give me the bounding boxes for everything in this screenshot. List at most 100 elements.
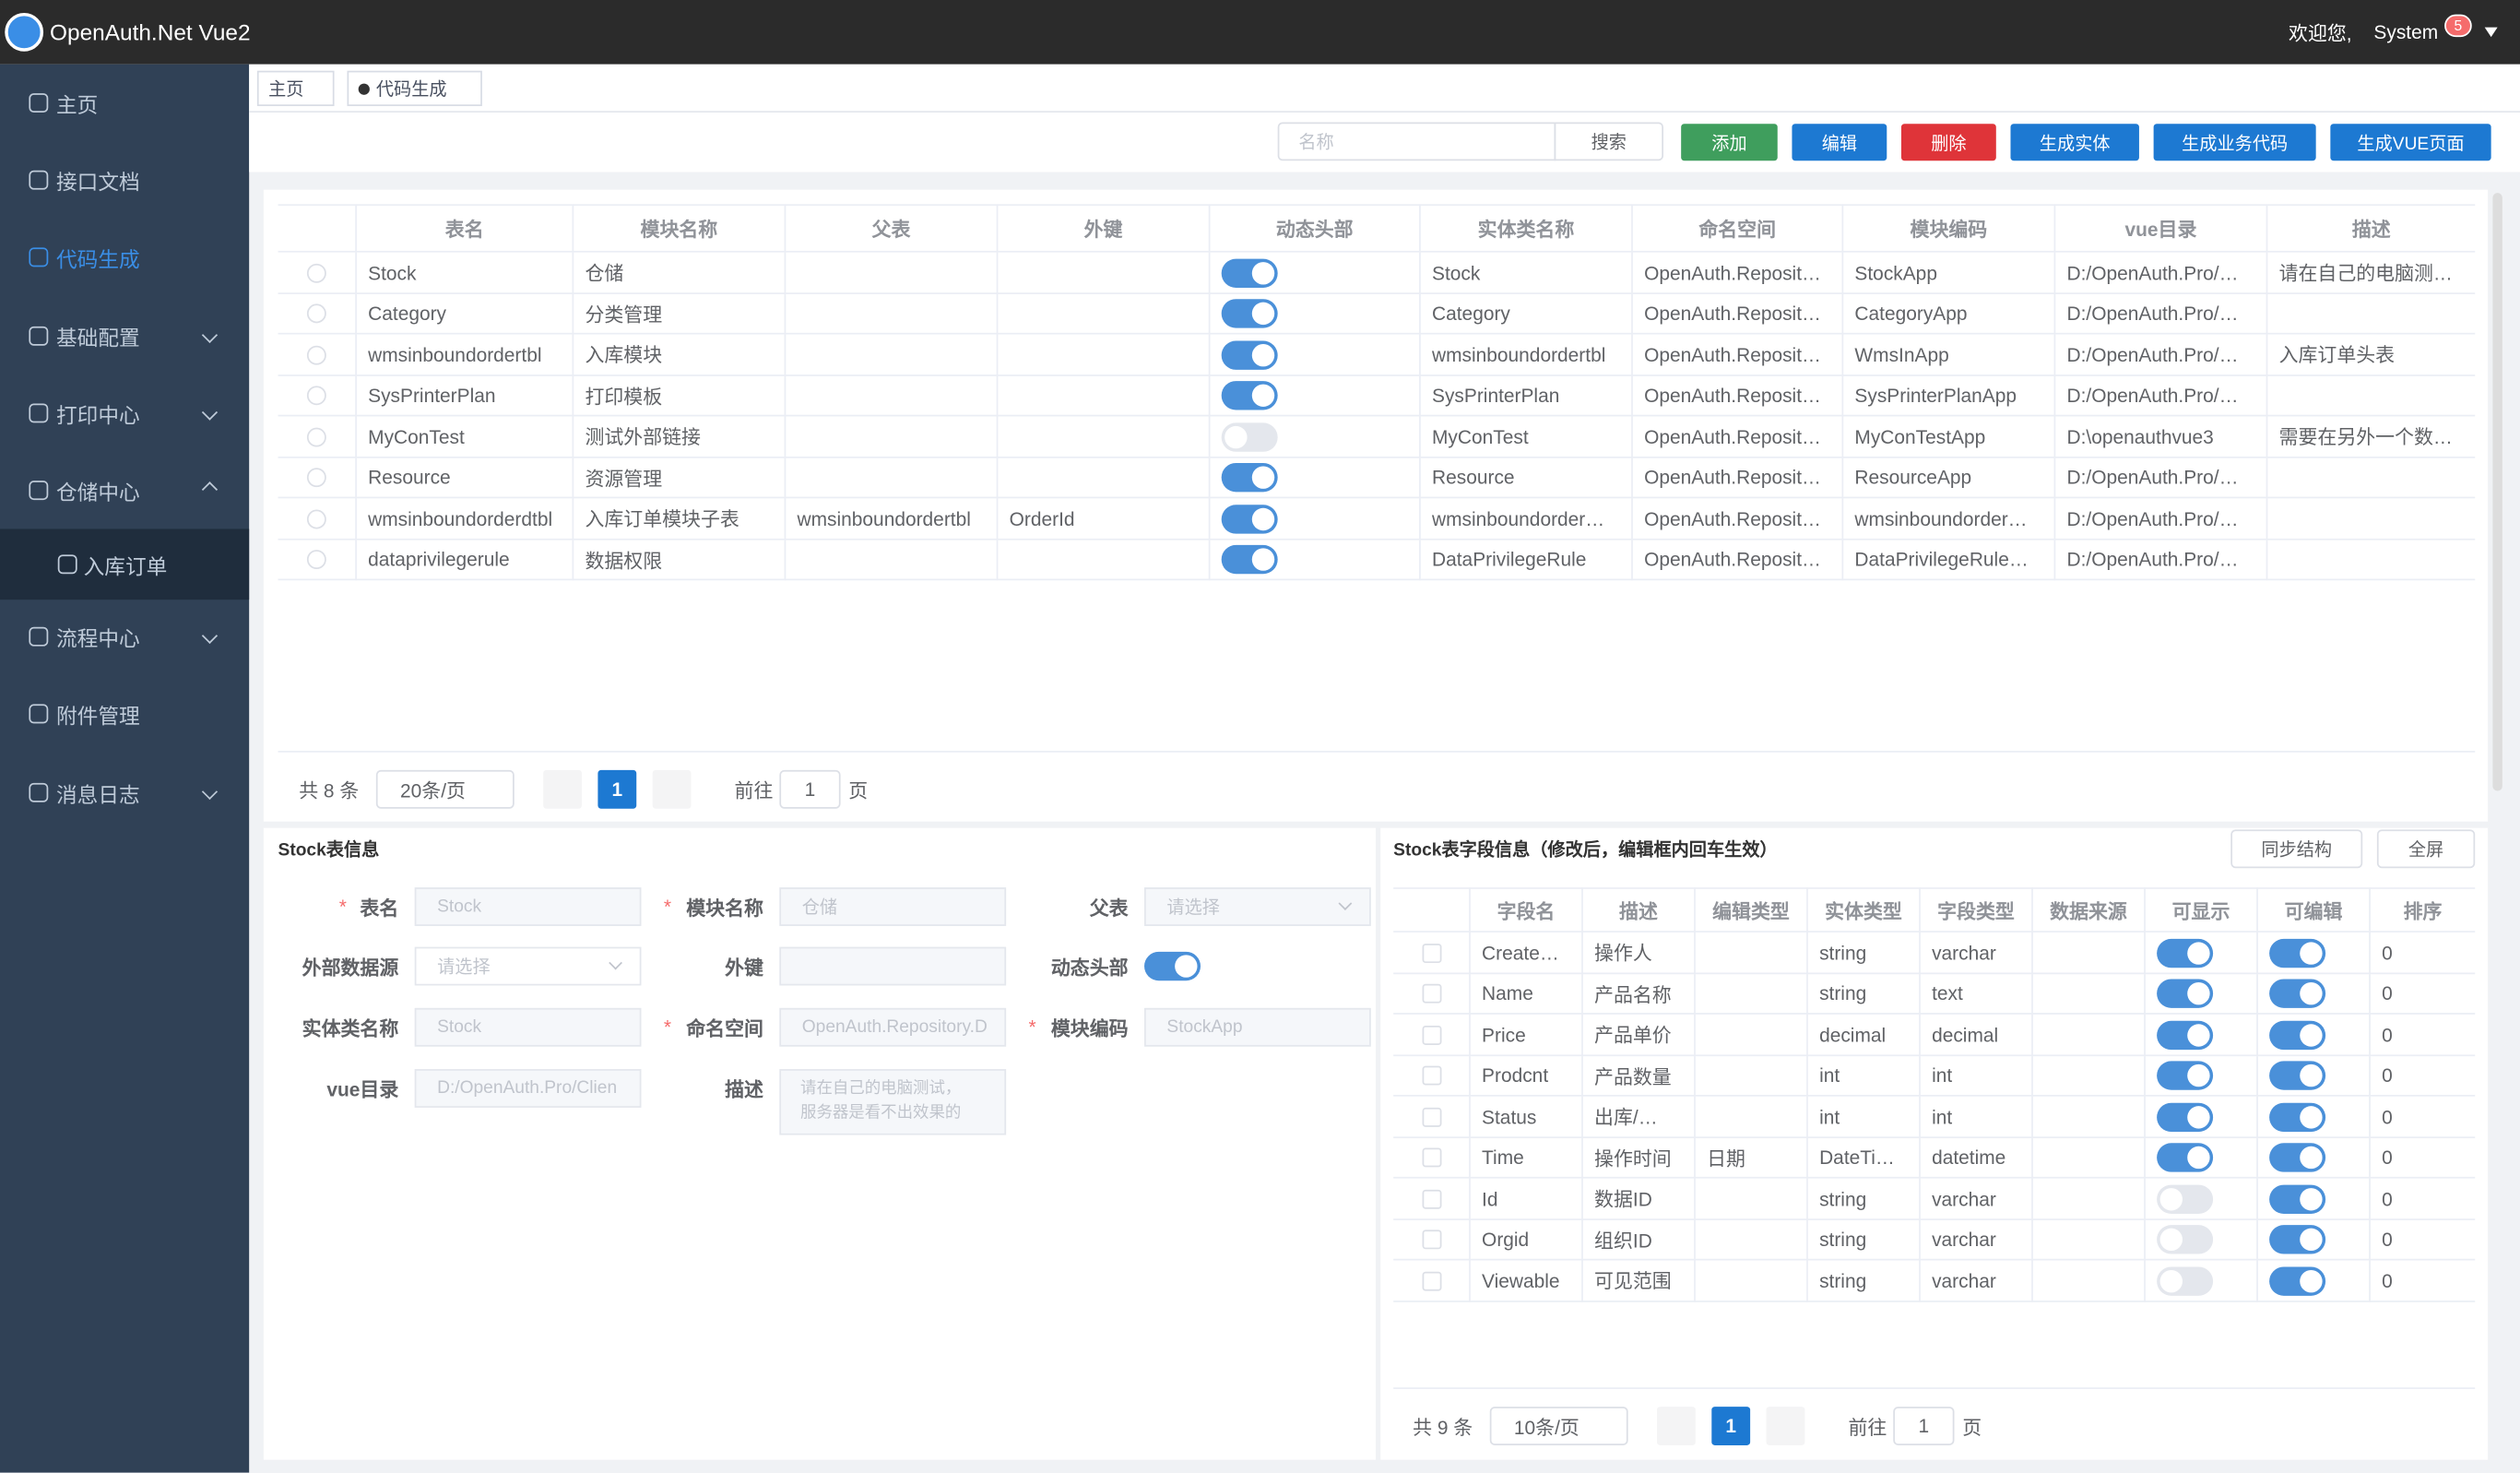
next[interactable] [1766, 1407, 1805, 1445]
table-cell: OpenAuth.Reposit… [1644, 548, 1821, 572]
field-input[interactable]: StockApp [1144, 1007, 1371, 1047]
table-cell: OpenAuth.Reposit… [1644, 343, 1821, 366]
row-checkbox[interactable] [306, 303, 326, 324]
row-checkbox[interactable] [1421, 943, 1441, 963]
row-checkbox[interactable] [1421, 1147, 1441, 1168]
table-cell: D:/OpenAuth.Pro/… [2066, 385, 2239, 408]
row-checkbox[interactable] [306, 386, 326, 406]
cell-border [1694, 1014, 1696, 1056]
table-cell: 资源管理 [585, 467, 663, 491]
goto-input[interactable]: 1 [779, 769, 841, 809]
row-checkbox[interactable] [1421, 984, 1441, 1004]
toolbar-button[interactable]: 生成业务代码 [2153, 124, 2316, 161]
panel-button[interactable]: 全屏 [2376, 829, 2476, 869]
toolbar-button[interactable]: 生成实体 [2010, 124, 2139, 161]
prev[interactable] [1657, 1407, 1696, 1445]
menu-item[interactable]: 主页 [56, 92, 99, 117]
next[interactable] [652, 769, 692, 809]
tab-close [312, 71, 327, 106]
row-checkbox[interactable] [1421, 1271, 1441, 1291]
field-input[interactable]: 请选择 [414, 946, 642, 986]
prev[interactable] [543, 769, 582, 809]
page-current[interactable]: 1 [1711, 1407, 1751, 1445]
cell-border [2031, 1137, 2033, 1179]
table-cell: wmsinboundorder… [1854, 507, 2028, 530]
table-cell: Category [1432, 303, 1510, 326]
row-checkbox[interactable] [1421, 1229, 1441, 1250]
cell-border [1581, 1055, 1583, 1097]
field-label: 命名空间 [686, 1016, 763, 1039]
field-input[interactable]: D:/OpenAuth.Pro/Clien [414, 1069, 642, 1108]
submenu-bg [0, 529, 250, 600]
switch-knob [1251, 303, 1275, 326]
menu-item[interactable]: 基础配置 [56, 325, 140, 350]
cell-border [1694, 1219, 1696, 1261]
column-header: 描述 [1581, 887, 1694, 933]
row-checkbox[interactable] [306, 345, 326, 365]
menu-item[interactable]: 流程中心 [56, 625, 140, 651]
table-cell: int [1819, 1064, 1840, 1087]
row-checkbox[interactable] [1421, 1066, 1441, 1086]
search-input[interactable]: 名称 [1277, 122, 1556, 161]
field-textarea[interactable]: 请在自己的电脑测试， 服务器是看不出效果的 [779, 1069, 1007, 1135]
toolbar-button[interactable]: 编辑 [1792, 124, 1887, 161]
menu-item[interactable]: 入库订单 [83, 553, 168, 578]
cell-border [1469, 973, 1471, 1015]
field-input[interactable]: OpenAuth.Repository.D [779, 1007, 1007, 1047]
cell-border [1694, 1260, 1696, 1301]
row-checkbox[interactable] [306, 427, 326, 447]
required-mark: * [1028, 1016, 1036, 1039]
table-row [278, 457, 2476, 499]
field-input[interactable]: Stock [414, 887, 642, 926]
menu-item[interactable]: 仓储中心 [56, 480, 140, 505]
table-cell: WmsInApp [1854, 343, 1949, 366]
menu-icon [29, 403, 49, 423]
cell-border [1208, 334, 1211, 375]
page-current[interactable]: 1 [597, 769, 637, 809]
row-checkbox[interactable] [306, 468, 326, 488]
cell-border [996, 334, 999, 375]
menu-item[interactable]: 附件管理 [56, 703, 140, 728]
field-label: 描述 [725, 1077, 763, 1101]
tab[interactable] [256, 70, 335, 107]
row-checkbox[interactable] [306, 263, 326, 283]
row-checkbox[interactable] [1421, 1189, 1441, 1209]
row-checkbox[interactable] [306, 509, 326, 529]
switch-knob [2300, 1064, 2323, 1087]
cell-border [1631, 498, 1633, 540]
column-header: 描述 [2266, 204, 2476, 253]
menu-item[interactable]: 代码生成 [56, 246, 140, 271]
menu-item[interactable]: 打印中心 [56, 402, 140, 427]
goto-input[interactable]: 1 [1893, 1407, 1955, 1445]
cell-border [572, 416, 574, 457]
page-size[interactable]: 10条/页 [1489, 1407, 1628, 1445]
page-size[interactable]: 20条/页 [375, 769, 515, 809]
table-cell: 组织ID [1594, 1229, 1652, 1253]
cell-border [1919, 1260, 1921, 1301]
cell-border [1631, 334, 1633, 375]
row-checkbox[interactable] [306, 550, 326, 570]
cell-border [1919, 1219, 1921, 1261]
tab[interactable] [347, 70, 482, 107]
user-caret[interactable] [2484, 27, 2498, 38]
cell-border [572, 293, 574, 335]
search-button[interactable]: 搜索 [1554, 122, 1664, 161]
table-cell: Stock [1432, 261, 1481, 285]
cell-border [2369, 1055, 2371, 1097]
cell-border [1208, 293, 1211, 335]
row-checkbox[interactable] [1421, 1107, 1441, 1127]
toolbar-button[interactable]: 生成VUE页面 [2330, 124, 2491, 161]
toolbar-button[interactable]: 删除 [1900, 124, 1996, 161]
field-input[interactable]: 请选择 [1144, 887, 1371, 926]
row-checkbox[interactable] [1421, 1025, 1441, 1045]
field-input[interactable]: Stock [414, 1007, 642, 1047]
field-input[interactable] [779, 946, 1007, 986]
toolbar-button[interactable]: 添加 [1681, 124, 1778, 161]
table-row [278, 416, 2476, 457]
menu-item[interactable]: 接口文档 [56, 169, 140, 195]
menu-item[interactable]: 消息日志 [56, 781, 140, 807]
field-input[interactable]: 仓储 [779, 887, 1007, 926]
table-cell: 数据权限 [585, 549, 663, 573]
panel-button[interactable]: 同步结构 [2230, 829, 2363, 869]
